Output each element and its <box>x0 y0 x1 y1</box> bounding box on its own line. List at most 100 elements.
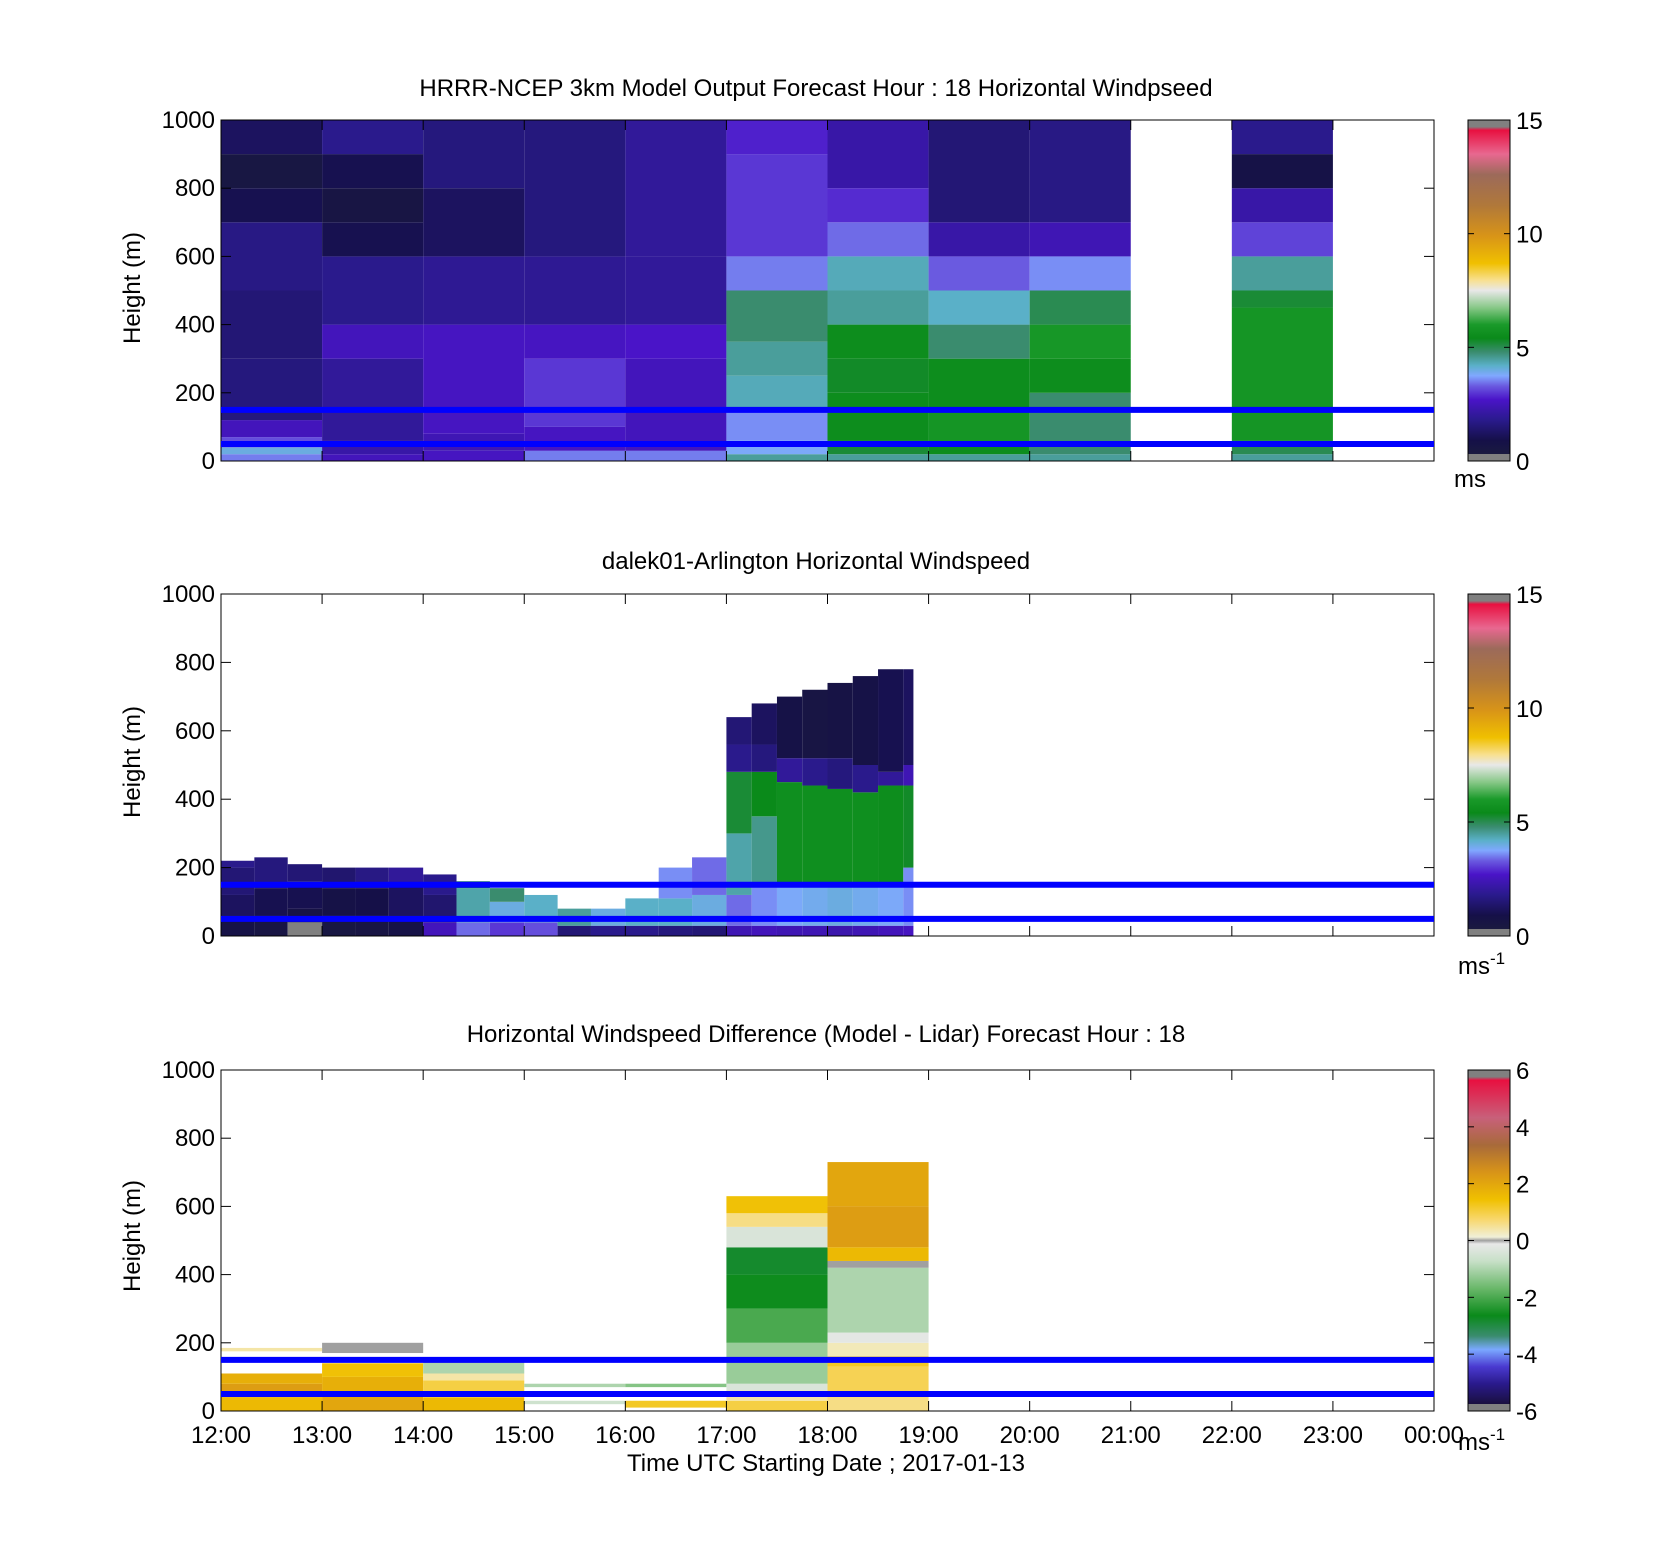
heatmap-cell <box>1029 120 1131 223</box>
heatmap-cell <box>827 120 929 189</box>
heatmap-cell <box>322 222 424 257</box>
heatmap-cell <box>423 1359 525 1374</box>
heatmap-cell <box>726 771 752 834</box>
heatmap-cell <box>322 324 424 359</box>
heatmap-cell <box>625 358 727 451</box>
heatmap-cell <box>625 324 727 359</box>
heatmap-cell <box>557 925 591 936</box>
heatmap-cell <box>1231 120 1333 155</box>
colorbar-tick-label: 6 <box>1516 1058 1529 1085</box>
heatmap-cell <box>827 1247 929 1261</box>
heatmap-cell <box>489 922 525 936</box>
heatmap-cell <box>726 1400 828 1411</box>
heatmap-cell <box>928 256 1030 291</box>
y-tick-label: 1000 <box>162 1057 215 1084</box>
heatmap-cell <box>423 120 525 189</box>
heatmap-cell <box>903 867 914 926</box>
heatmap-cell <box>355 888 389 916</box>
chart-title: dalek01-Arlington Horizontal Windspeed <box>602 548 1030 575</box>
heatmap-cell <box>287 864 323 882</box>
heatmap-cell <box>827 788 853 885</box>
heatmap-cell <box>524 426 626 451</box>
heatmap-cell <box>1029 290 1131 325</box>
heatmap-cell <box>827 392 929 441</box>
heatmap-cell <box>726 341 828 376</box>
reference-lines <box>221 881 1434 922</box>
x-axis-label: Time UTC Starting Date ; 2017-01-13 <box>627 1450 1025 1477</box>
heatmap-cell <box>1231 307 1333 441</box>
heatmap-cell <box>221 222 323 291</box>
heatmap-cell <box>928 222 1030 257</box>
y-tick-label: 600 <box>175 243 215 270</box>
heatmap-cell <box>221 860 255 868</box>
heatmap-cell <box>1231 154 1333 189</box>
heatmap-cell <box>524 256 626 325</box>
y-tick-label: 600 <box>175 1193 215 1220</box>
heatmap-cell <box>726 1383 828 1391</box>
heatmap-cell <box>221 454 323 461</box>
heatmap-cell <box>322 454 424 461</box>
chart-title: Horizontal Windspeed Difference (Model -… <box>467 1021 1186 1048</box>
heatmap-cell <box>903 669 914 765</box>
heatmap-cell <box>878 785 904 885</box>
colorbar-gradient <box>1467 593 1511 937</box>
x-tick-label: 12:00 <box>191 1422 251 1449</box>
heatmap-cell <box>751 703 777 745</box>
heatmap-cells <box>221 594 1434 936</box>
heatmap-cell <box>322 1376 424 1394</box>
y-tick-label: 1000 <box>162 581 215 608</box>
x-tick-label: 00:00 <box>1404 1422 1464 1449</box>
heatmap-cell <box>751 771 777 817</box>
x-tick-label: 18:00 <box>797 1422 857 1449</box>
heatmap-cell <box>802 785 828 885</box>
y-tick-label: 800 <box>175 1125 215 1152</box>
heatmap-cell <box>1231 188 1333 223</box>
heatmap-cell <box>928 454 1030 461</box>
y-tick-label: 200 <box>175 855 215 882</box>
heatmap-cell <box>751 816 777 885</box>
heatmap-cell <box>827 358 929 393</box>
heatmap-cell <box>827 290 929 325</box>
heatmap-cell <box>658 925 693 936</box>
colorbar: 0 5 10 15 <box>1467 108 1543 476</box>
heatmap-cell <box>524 1400 626 1405</box>
colorbar-unit: ms-1 <box>1458 1425 1505 1456</box>
heatmap-cell <box>221 1397 323 1411</box>
x-tick-label: 20:00 <box>1000 1422 1060 1449</box>
heatmap-cell <box>524 922 558 936</box>
heatmap-cell <box>852 925 879 936</box>
heatmap-cell <box>625 450 727 461</box>
x-tick-label: 21:00 <box>1101 1422 1161 1449</box>
heatmap-cell <box>928 324 1030 359</box>
heatmap-cell <box>1029 256 1131 291</box>
heatmap-cell <box>221 290 323 359</box>
heatmap-cell <box>726 375 828 410</box>
heatmap-cell <box>726 120 828 155</box>
y-tick-label: 400 <box>175 1262 215 1289</box>
heatmap-cell <box>878 771 904 786</box>
heatmap-cell <box>1029 358 1131 393</box>
heatmap-cell <box>287 922 323 936</box>
heatmap-cell <box>903 925 914 936</box>
heatmap-cell <box>692 857 727 895</box>
colorbar-tick-label: 5 <box>1516 810 1529 837</box>
heatmap-cell <box>726 925 752 936</box>
heatmap-cell <box>322 1393 424 1411</box>
heatmap-cell <box>802 758 828 786</box>
heatmap-cell <box>878 669 904 772</box>
y-tick-label: 1000 <box>162 107 215 134</box>
x-tick-label: 23:00 <box>1303 1422 1363 1449</box>
heatmap-cell <box>423 324 525 434</box>
heatmap-cell <box>489 888 525 902</box>
heatmap-cells <box>221 1070 1434 1411</box>
heatmap-cell <box>221 154 323 189</box>
heatmap-cell <box>928 120 1030 223</box>
heatmap-cell <box>726 1226 828 1248</box>
heatmap-cell <box>928 409 1030 441</box>
heatmap-cell <box>322 120 424 155</box>
y-tick-label: 0 <box>202 448 215 475</box>
heatmap-cell <box>221 1373 323 1384</box>
heatmap-cell <box>524 1383 626 1388</box>
heatmap-cell <box>827 1162 929 1207</box>
x-tick-label: 16:00 <box>595 1422 655 1449</box>
